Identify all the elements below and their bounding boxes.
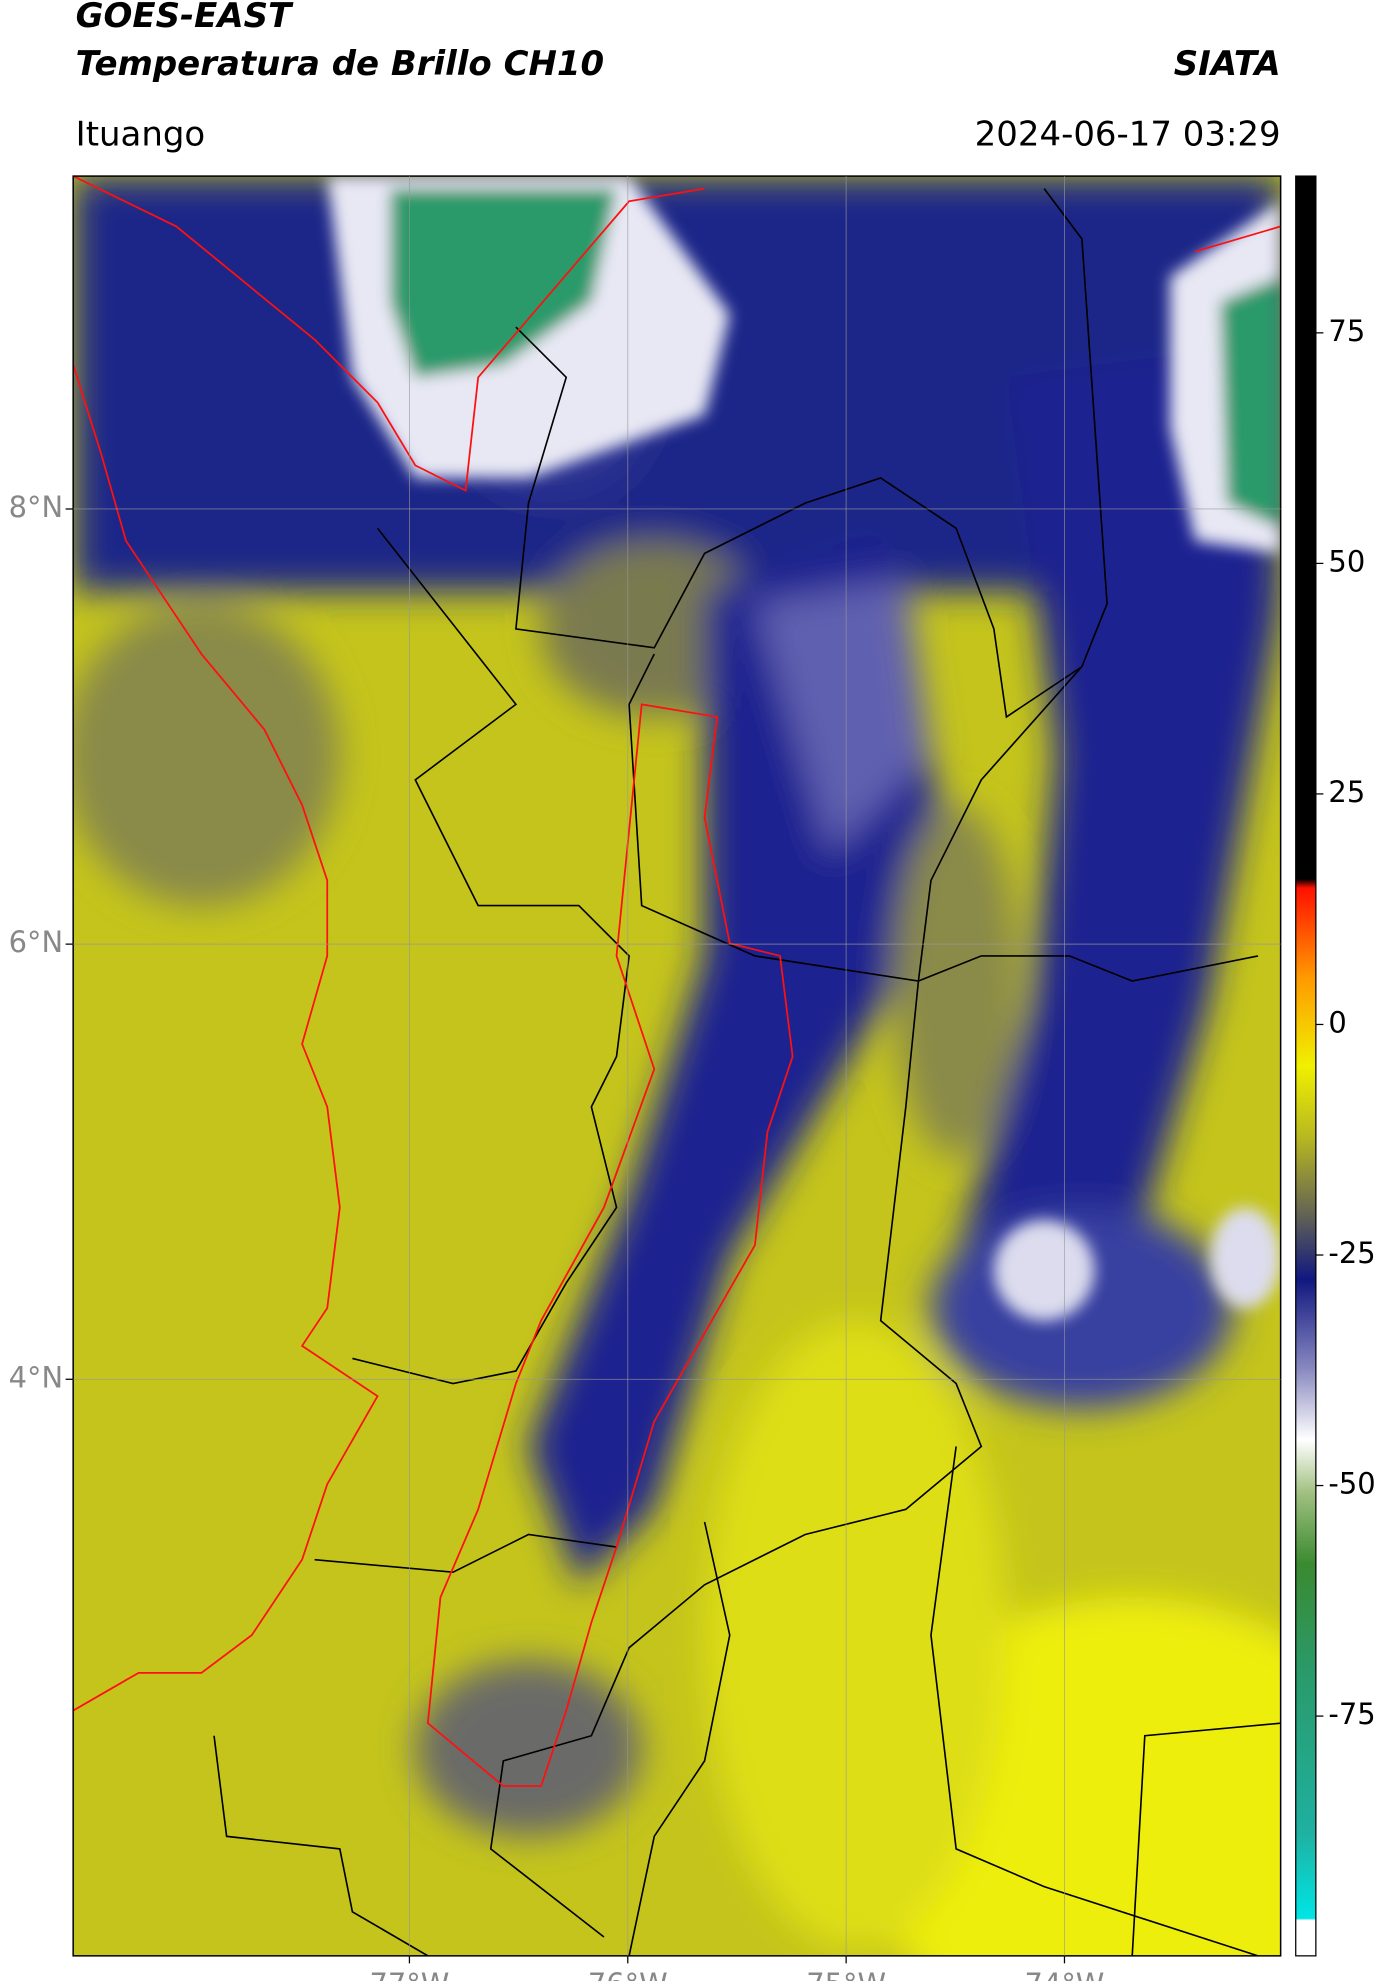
colorbar-tick-label: -50 [1328,1467,1375,1501]
satellite-image [73,176,1281,1956]
location: Ituango [76,114,206,154]
subtitle: Temperatura de Brillo CH10 [76,44,604,84]
lon-tick-label: 77°W [370,1967,450,1981]
map-frame [72,175,1282,1957]
colorbar-tick-label: -25 [1328,1236,1375,1270]
lat-tick-label: 4°N [9,1360,63,1394]
lon-tick-label: 76°W [588,1967,668,1981]
colorbar-tick-label: 50 [1328,544,1365,578]
colorbar-tick-label: 25 [1328,775,1365,809]
colorbar [1295,175,1317,1957]
lat-tick-label: 8°N [9,490,63,524]
datetime: 2024-06-17 03:29 [975,114,1281,154]
lon-tick-label: 74°W [1025,1967,1105,1981]
lat-tick-label: 6°N [9,925,63,959]
lon-tick-label: 75°W [806,1967,886,1981]
colorbar-tick-label: 0 [1328,1005,1346,1039]
colorbar-tick-label: 75 [1328,314,1365,348]
colorbar-tick-label: -75 [1328,1697,1375,1731]
org: SIATA [1174,44,1281,84]
title: GOES-EAST [76,0,294,36]
